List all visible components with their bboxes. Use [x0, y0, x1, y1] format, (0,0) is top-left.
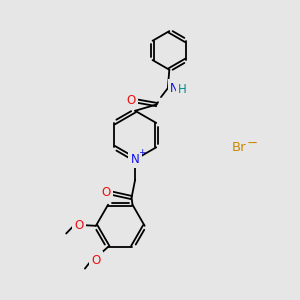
Text: N: N: [131, 153, 140, 166]
Text: Br: Br: [232, 140, 247, 154]
Text: N: N: [170, 82, 179, 95]
Text: O: O: [92, 254, 101, 267]
Text: H: H: [178, 82, 187, 96]
Text: O: O: [102, 186, 111, 199]
Text: +: +: [138, 148, 146, 158]
Text: O: O: [127, 94, 136, 107]
Text: −: −: [247, 137, 258, 150]
Text: O: O: [74, 219, 83, 232]
